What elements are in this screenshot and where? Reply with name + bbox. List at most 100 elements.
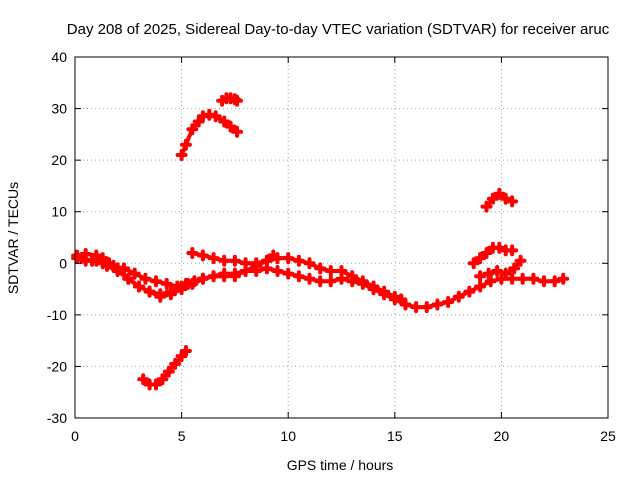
x-axis-ticks: 0 5 10 15 20 25 — [71, 57, 616, 444]
y-tick-label: 10 — [51, 204, 67, 220]
data-point — [282, 252, 295, 265]
x-tick-label: 0 — [71, 428, 79, 444]
x-tick-label: 5 — [178, 428, 186, 444]
data-point — [527, 272, 540, 285]
y-tick-label: 0 — [59, 255, 67, 271]
data-point — [162, 365, 175, 378]
x-tick-label: 10 — [280, 428, 296, 444]
data-point — [179, 277, 192, 290]
y-tick-label: 30 — [51, 101, 67, 117]
data-point — [516, 272, 529, 285]
data-point — [548, 275, 561, 288]
data-point — [239, 257, 252, 270]
data-point — [128, 267, 141, 280]
data-point — [506, 244, 519, 257]
series-arc-7 — [137, 345, 192, 391]
data-point — [122, 272, 135, 285]
data-point — [164, 288, 177, 301]
data-point — [480, 200, 493, 213]
y-tick-label: 20 — [51, 152, 67, 168]
data-point — [118, 262, 130, 275]
series-arc-2 — [71, 252, 570, 314]
data-point — [209, 110, 222, 123]
data-point — [452, 290, 465, 303]
data-point — [335, 265, 348, 277]
data-point — [395, 293, 408, 306]
y-tick-label: -20 — [47, 358, 67, 374]
data-point — [420, 301, 433, 314]
data-point — [218, 254, 231, 267]
data-point — [480, 247, 493, 259]
data-point — [143, 285, 156, 298]
y-axis-ticks: -30 -20 -10 0 10 20 30 40 — [47, 49, 608, 426]
data-point — [96, 257, 109, 270]
data-point — [160, 277, 173, 290]
data-point — [303, 257, 316, 270]
data-point — [388, 290, 401, 303]
data-point — [474, 280, 487, 293]
data-point — [228, 267, 241, 280]
data-point — [463, 285, 476, 298]
data-point — [207, 252, 220, 265]
data-point — [499, 192, 512, 205]
data-point — [186, 123, 199, 136]
data-point — [314, 275, 327, 288]
data-point — [314, 262, 327, 275]
data-point — [156, 373, 169, 386]
data-point — [493, 241, 506, 254]
chart-title: Day 208 of 2025, Sidereal Day-to-day VTE… — [67, 21, 610, 38]
data-point — [410, 301, 423, 314]
data-point — [482, 267, 495, 280]
series-arc-5 — [175, 108, 243, 161]
data-point — [169, 357, 182, 370]
data-point — [495, 272, 508, 285]
data-point — [282, 267, 295, 280]
series-arc-3 — [75, 252, 192, 293]
data-point — [186, 247, 199, 259]
x-tick-label: 15 — [387, 428, 403, 444]
data-point — [133, 280, 145, 293]
y-axis-label: SDTVAR / TECUs — [5, 182, 21, 294]
data-point — [484, 275, 497, 288]
data-point — [378, 285, 391, 298]
data-point — [486, 192, 499, 205]
data-point — [207, 270, 220, 283]
data-point — [442, 296, 455, 308]
data-point — [506, 195, 519, 208]
data-point — [538, 275, 550, 288]
data-point — [303, 272, 316, 285]
data-point — [231, 94, 243, 107]
data-point — [506, 272, 519, 285]
data-point — [196, 272, 209, 285]
series-arc-10 — [474, 254, 527, 283]
data-point — [474, 270, 487, 283]
data-point — [250, 257, 263, 270]
data-point — [514, 254, 527, 267]
data-point — [474, 252, 487, 265]
y-tick-label: 40 — [51, 49, 67, 65]
data-point — [75, 252, 88, 265]
data-point — [431, 298, 444, 311]
data-point — [196, 249, 209, 262]
plot-frame — [74, 56, 609, 419]
data-point — [260, 254, 273, 267]
data-point — [150, 275, 162, 288]
series-arc-9 — [480, 187, 519, 213]
data-point — [493, 187, 506, 200]
data-point — [228, 254, 241, 267]
series-arc-4 — [186, 247, 408, 306]
data-point — [491, 265, 504, 277]
data-point — [467, 257, 480, 270]
y-tick-label: -30 — [47, 410, 67, 426]
data-point — [271, 265, 284, 277]
data-point — [171, 280, 184, 293]
data-point — [508, 262, 521, 275]
y-tick-label: -10 — [47, 307, 67, 323]
data-point — [231, 125, 243, 138]
data-point — [179, 345, 192, 357]
data-point — [218, 115, 231, 128]
grid-lines — [75, 57, 608, 418]
data-point — [356, 275, 369, 288]
data-point — [367, 280, 380, 293]
data-series — [71, 92, 570, 391]
